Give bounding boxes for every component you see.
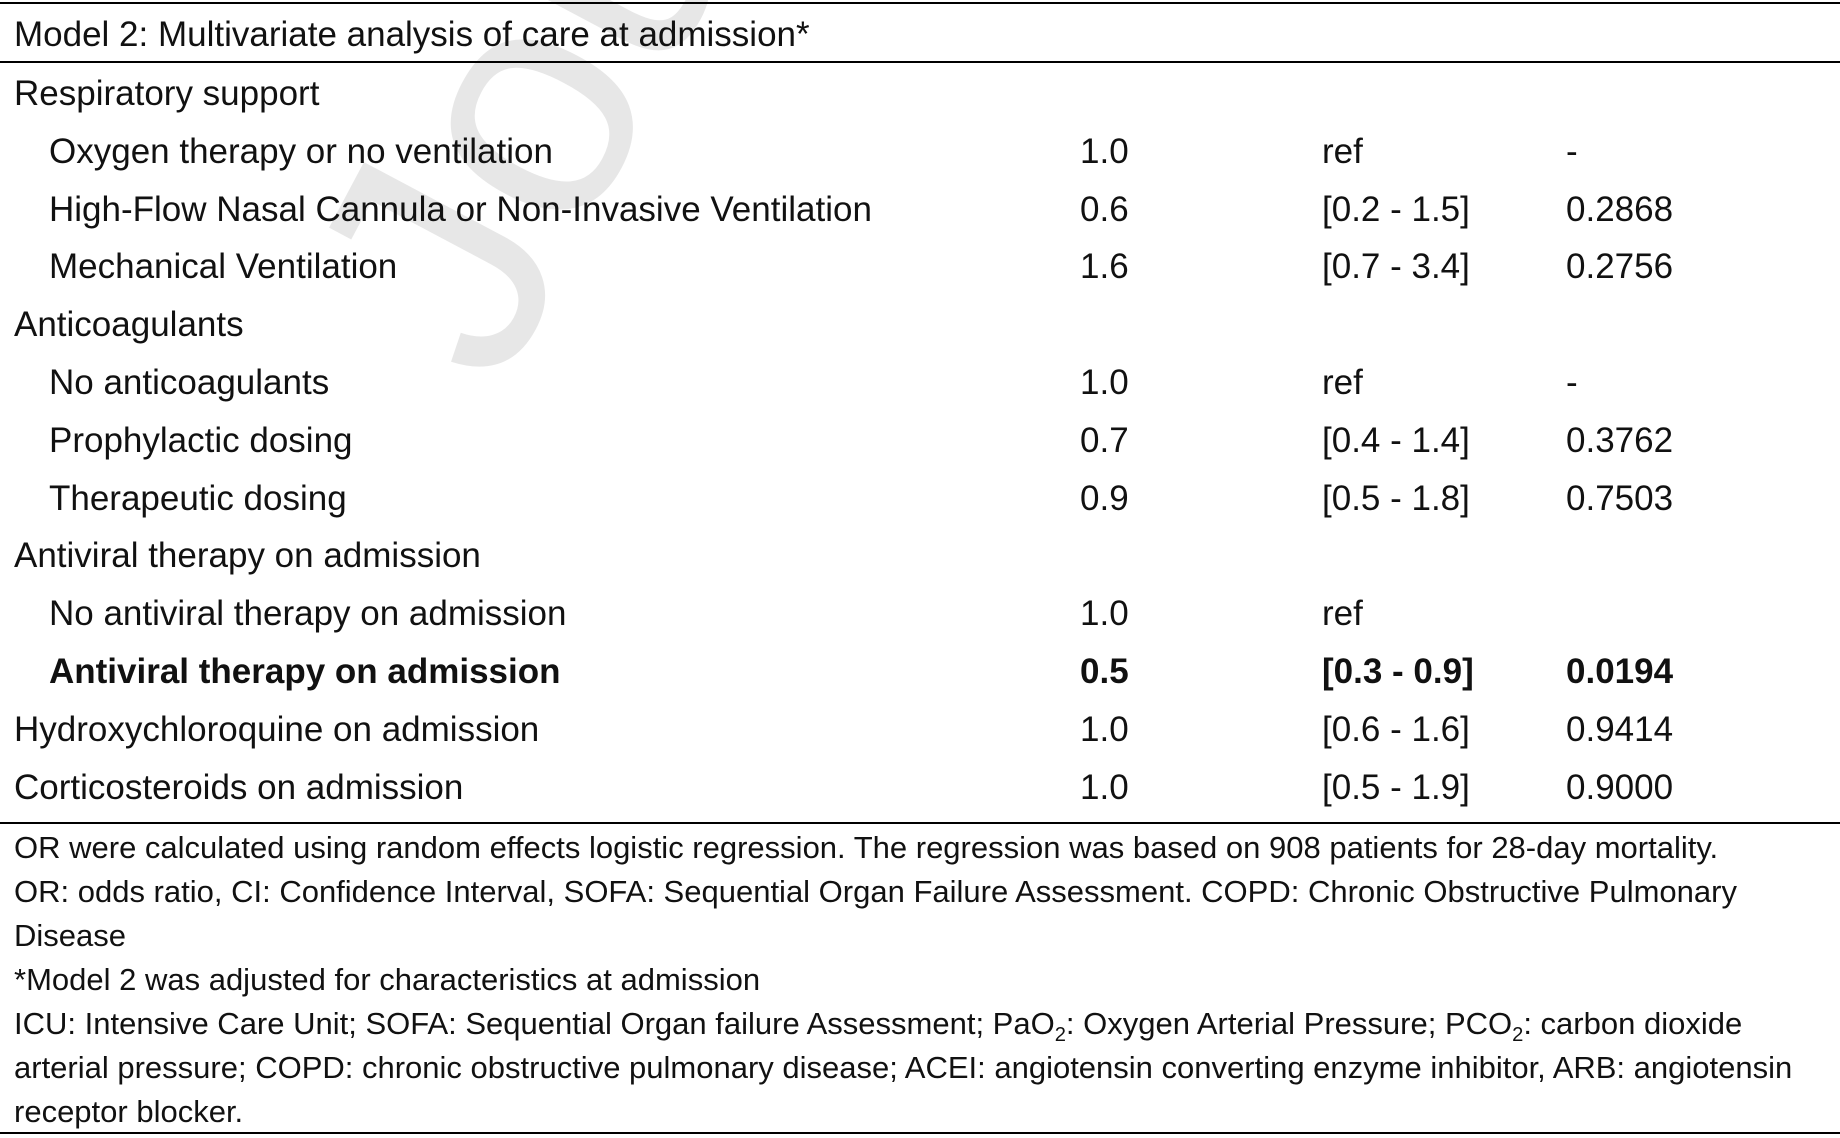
footnote-subscript: 2 [1512,1024,1524,1047]
row-label: No anticoagulants [49,363,330,402]
table-row: Mechanical Ventilation 1.6 [0.7 - 3.4] 0.27… [0,238,1840,296]
confidence-interval-cell: ref [1322,594,1363,634]
p-value-cell: - [1566,131,1578,171]
confidence-interval-cell: [0.7 - 3.4] [1322,247,1470,287]
p-value-cell: 0.3762 [1566,420,1674,460]
odds-ratio-cell: 1.0 [1080,709,1129,749]
confidence-interval-cell: [0.4 - 1.4] [1322,420,1470,460]
odds-ratio-cell: 1.0 [1080,131,1129,171]
odds-ratio-cell: 1.0 [1080,767,1129,807]
row-label: Antiviral therapy on admission [14,536,481,576]
row-label: No antiviral therapy on admission [49,594,567,634]
row-label: Respiratory support [14,74,320,113]
table-row: Antiviral therapy on admission [0,527,1840,585]
odds-ratio-cell: 0.6 [1080,189,1129,229]
confidence-interval-cell: ref [1322,363,1363,402]
confidence-interval-cell: [0.5 - 1.8] [1322,478,1470,518]
p-value-cell: 0.9000 [1566,767,1674,807]
footnote-text: ICU: Intensive Care Unit; SOFA: Sequenti… [14,1006,1055,1041]
footnote-line: *Model 2 was adjusted for characteristic… [14,962,761,997]
title-rule [0,61,1840,63]
row-label: Oxygen therapy or no ventilation [49,131,553,171]
odds-ratio-cell: 1.6 [1080,247,1129,287]
row-label: Prophylactic dosing [49,420,353,460]
footnote-line: ICU: Intensive Care Unit; SOFA: Sequenti… [14,1002,1829,1134]
footnote-text: : carbon dioxide arterial pressure; COPD… [14,1006,1793,1129]
bottom-rule [0,822,1840,824]
odds-ratio-cell: 0.7 [1080,420,1129,460]
row-label: Anticoagulants [14,305,244,345]
p-value-cell: 0.7503 [1566,478,1674,518]
confidence-interval-cell: [0.3 - 0.9] [1322,652,1474,691]
row-label: Corticosteroids on admission [14,767,464,807]
footnote-text: : Oxygen Arterial Pressure; PCO [1065,1006,1513,1041]
top-rule [0,2,1840,4]
table-row: Therapeutic dosing 0.9 [0.5 - 1.8] 0.7503 [0,470,1840,528]
footnote-line: OR were calculated using random effects … [14,830,1719,865]
confidence-interval-cell: ref [1322,131,1363,171]
p-value-cell: 0.9414 [1566,709,1674,749]
p-value-cell: 0.2756 [1566,247,1674,287]
p-value-cell: 0.0194 [1566,652,1674,691]
table-row: Anticoagulants [0,296,1840,354]
table-title: Model 2: Multivariate analysis of care a… [14,15,810,54]
p-value-cell: - [1566,363,1578,402]
row-label: Therapeutic dosing [49,478,347,518]
confidence-interval-cell: [0.5 - 1.9] [1322,767,1470,807]
odds-ratio-cell: 0.5 [1080,652,1129,691]
table-row: Oxygen therapy or no ventilation 1.0 ref - [0,123,1840,181]
table-row: No antiviral therapy on admission 1.0 ref [0,585,1840,643]
odds-ratio-cell: 1.0 [1080,363,1129,402]
row-label: Hydroxychloroquine on admission [14,709,540,749]
table-row: Respiratory support [0,65,1840,123]
row-label: Antiviral therapy on admission [49,652,561,691]
table-row: Corticosteroids on admission 1.0 [0.5 - 1.… [0,759,1840,817]
footnote-line: OR: odds ratio, CI: Confidence Interval,… [14,874,1737,953]
row-label: High-Flow Nasal Cannula or Non-Invasive … [49,189,872,229]
row-label: Mechanical Ventilation [49,247,398,287]
p-value-cell: 0.2868 [1566,189,1674,229]
table-row: Antiviral therapy on admission 0.5 [0.3 - … [0,643,1840,701]
odds-ratio-cell: 1.0 [1080,594,1129,634]
confidence-interval-cell: [0.6 - 1.6] [1322,709,1470,749]
table-row: Prophylactic dosing 0.7 [0.4 - 1.4] 0.3762 [0,412,1840,470]
table-footnotes: OR were calculated using random effects … [14,826,1829,1134]
table-row: No anticoagulants 1.0 ref - [0,354,1840,412]
table-row: High-Flow Nasal Cannula or Non-Invasive … [0,181,1840,239]
footnote-rule [0,1132,1840,1134]
footnote-subscript: 2 [1054,1024,1066,1047]
odds-ratio-cell: 0.9 [1080,478,1129,518]
table-row: Hydroxychloroquine on admission 1.0 [0.6 -… [0,701,1840,759]
confidence-interval-cell: [0.2 - 1.5] [1322,189,1470,229]
